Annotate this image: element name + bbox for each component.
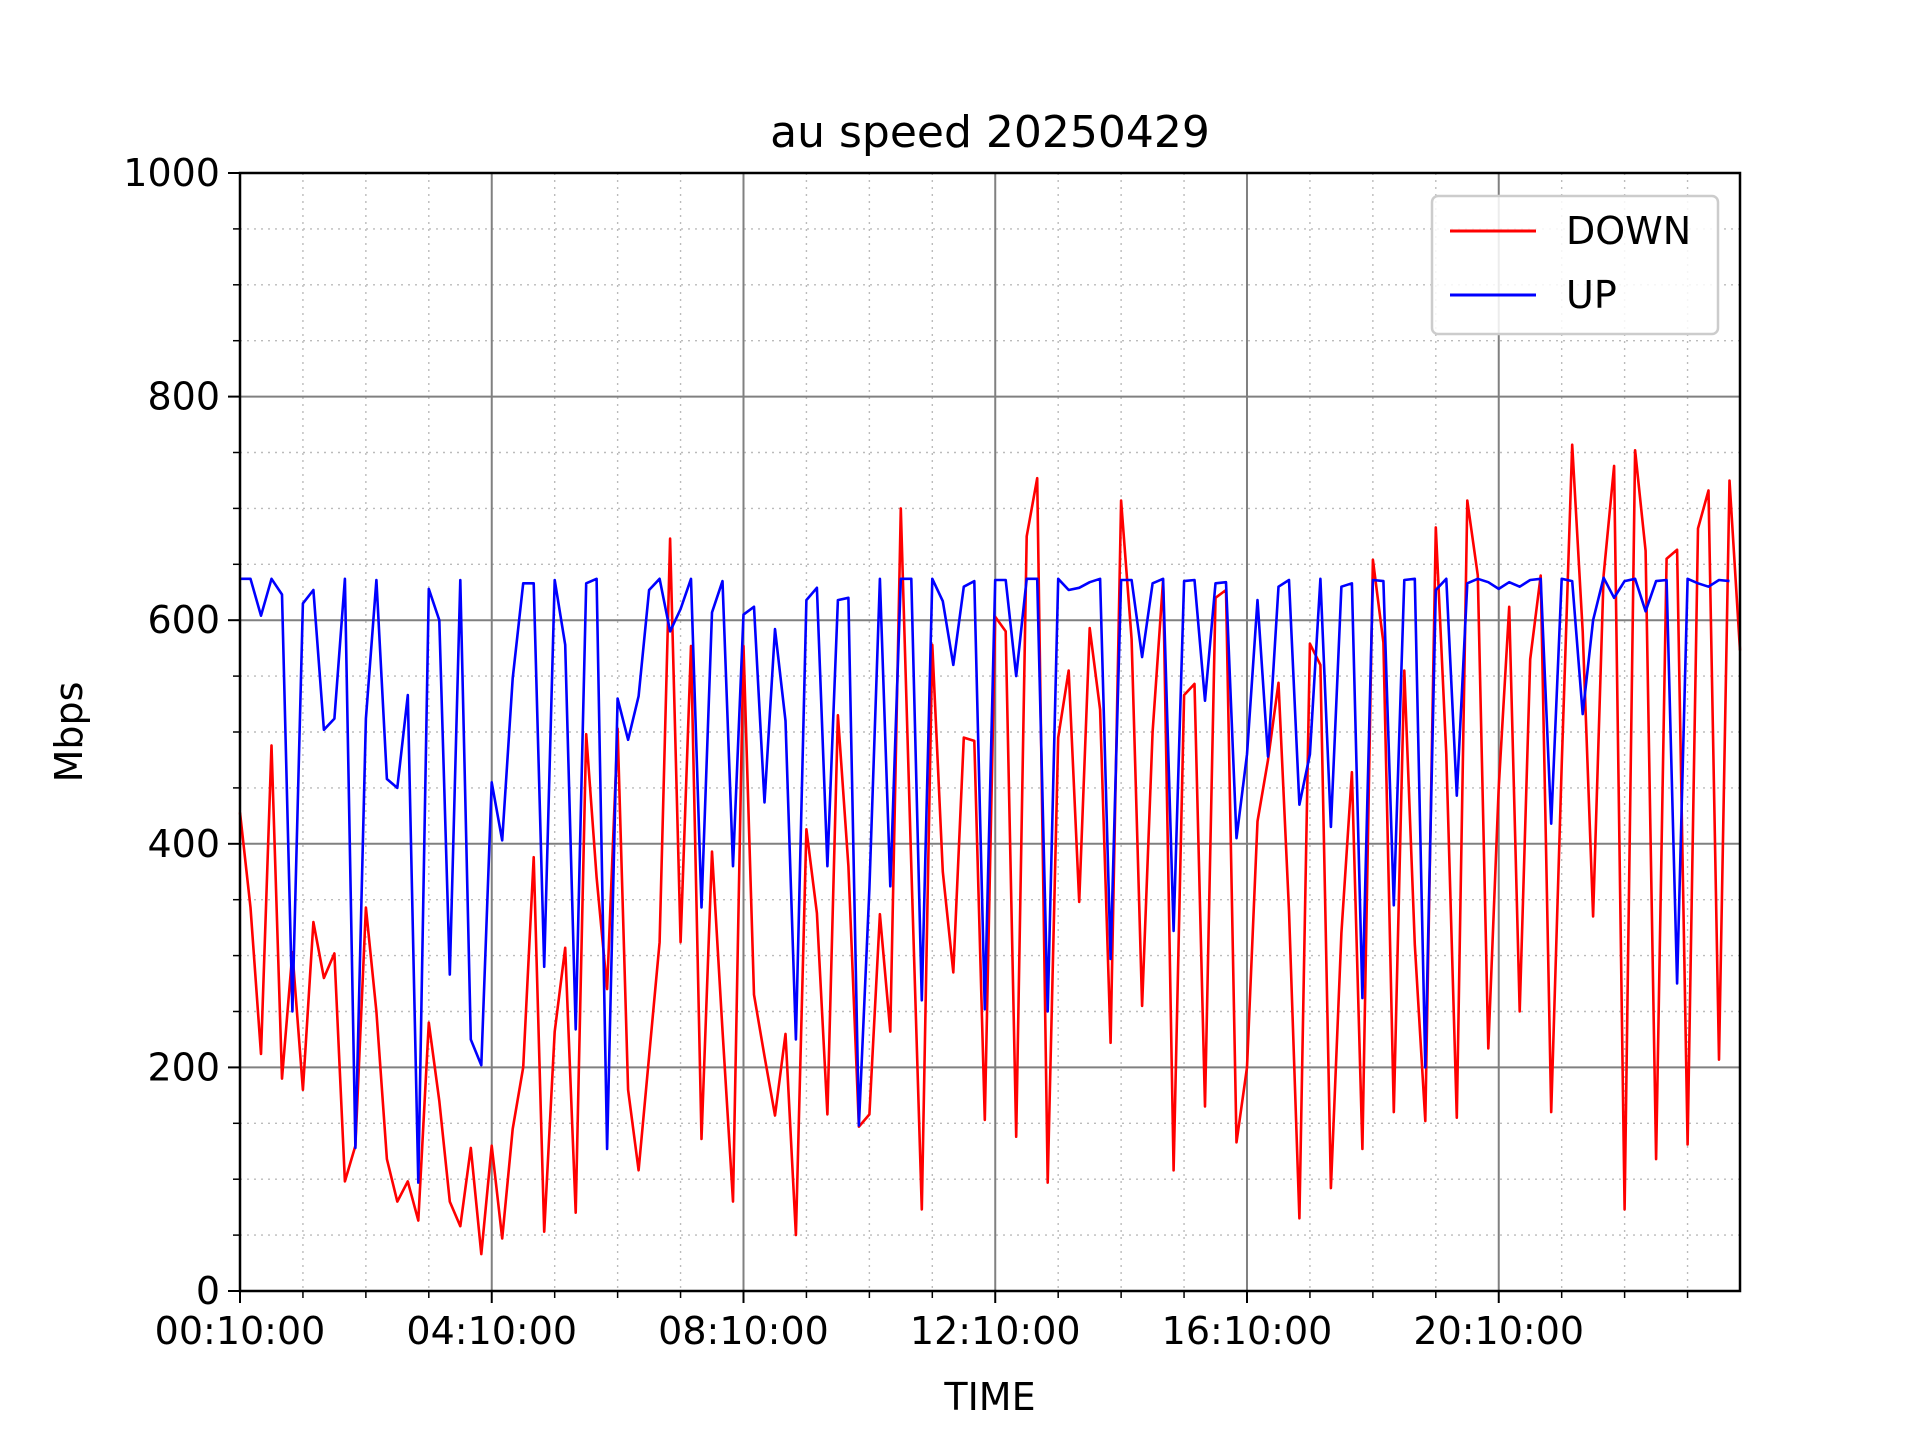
y-tick-label: 1000 — [123, 151, 220, 195]
axis-tick-labels: 00:10:00 04:10:00 08:10:00 12:10:00 16:10:00… — [123, 151, 1584, 1353]
x-tick-label: 00:10:00 — [155, 1309, 326, 1353]
x-axis-label: TIME — [943, 1375, 1035, 1419]
y-tick-label: 0 — [196, 1269, 220, 1313]
series-layer — [238, 443, 1742, 1256]
axis-ticks — [228, 172, 1689, 1303]
legend-label-down: DOWN — [1566, 209, 1691, 253]
series-line-down — [238, 443, 1742, 1256]
y-tick-label: 800 — [147, 375, 220, 419]
x-tick-label: 04:10:00 — [406, 1309, 577, 1353]
chart-title: au speed 20250429 — [770, 107, 1210, 158]
y-tick-label: 600 — [147, 598, 220, 642]
y-axis-label: Mbps — [47, 682, 91, 783]
series-line-up — [240, 576, 1730, 1184]
x-tick-label: 20:10:00 — [1413, 1309, 1584, 1353]
x-tick-label: 12:10:00 — [910, 1309, 1081, 1353]
legend: DOWN UP — [1430, 194, 1720, 336]
legend-label-up: UP — [1566, 273, 1617, 317]
x-tick-label: 16:10:00 — [1162, 1309, 1333, 1353]
y-tick-label: 400 — [147, 822, 220, 866]
x-tick-label: 08:10:00 — [658, 1309, 829, 1353]
y-tick-label: 200 — [147, 1045, 220, 1089]
